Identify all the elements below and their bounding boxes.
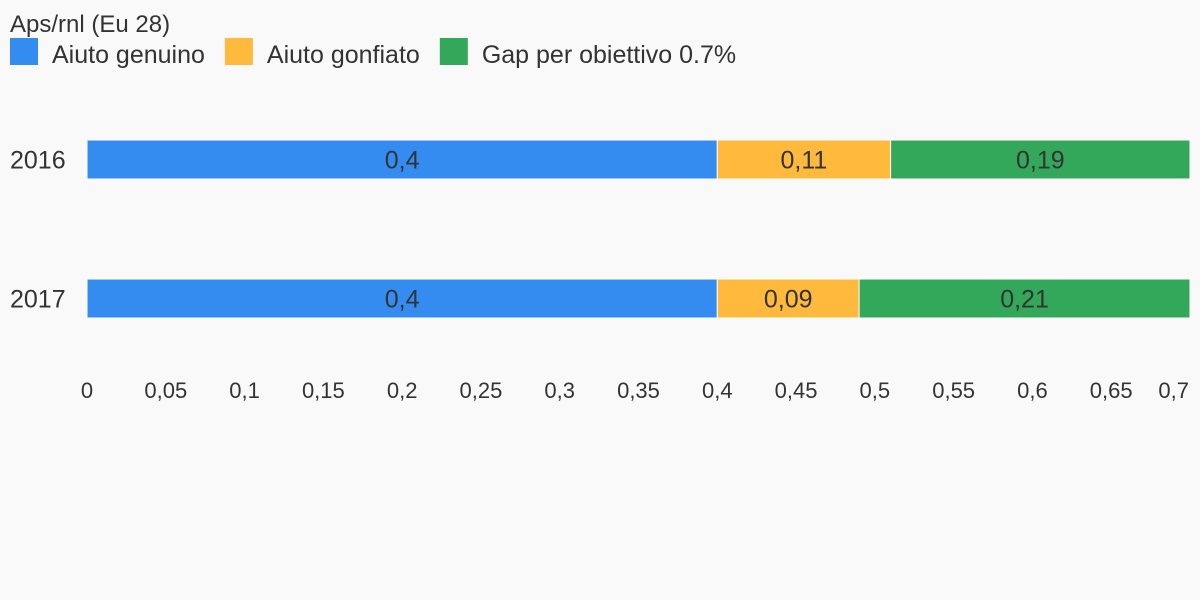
- category-axis: 2016 2017: [10, 147, 66, 314]
- legend-swatch-1: [10, 38, 38, 65]
- bar-2017-series-3: [858, 278, 1191, 319]
- legend-label-2: Aiuto gonfiato: [267, 41, 420, 69]
- x-tick-label: 0,15: [302, 378, 345, 403]
- category-label-2016: 2016: [10, 147, 66, 175]
- x-tick-label: 0,05: [144, 378, 187, 403]
- data-label-2016-series-2: 0,11: [781, 147, 828, 175]
- bar-2016-series-3: [890, 139, 1191, 180]
- data-label-2016-series-3: 0,19: [1016, 147, 1065, 175]
- x-tick-label: 0,65: [1090, 378, 1133, 403]
- x-tick-label: 0,3: [544, 378, 575, 403]
- x-tick-label: 0,7: [1158, 378, 1189, 403]
- x-tick-label: 0,4: [702, 378, 733, 403]
- value-axis: 0 0,05 0,1 0,15 0,2 0,25 0,3 0,35 0,4 0,45 0,5 0,55…: [81, 378, 1189, 403]
- chart-title: Aps/rnl (Eu 28): [10, 11, 170, 38]
- x-tick-label: 0,6: [1017, 378, 1048, 403]
- x-tick-label: 0,55: [932, 378, 975, 403]
- bar-2016-series-1: [86, 139, 718, 180]
- data-label-2017-series-3: 0,21: [1000, 286, 1049, 314]
- bar-2017-series-2: [716, 278, 860, 319]
- data-label-2017-series-2: 0,09: [764, 286, 813, 314]
- data-label-2017-series-1: 0,4: [385, 286, 420, 314]
- x-tick-label: 0,35: [617, 378, 660, 403]
- data-label-2016-series-1: 0,4: [385, 147, 420, 175]
- category-label-2017: 2017: [10, 286, 66, 314]
- legend-swatch-3: [439, 38, 468, 65]
- legend-label-1: Aiuto genuino: [52, 41, 205, 69]
- legend: Aiuto genuino Aiuto gonfiato Gap per obiet…: [10, 38, 736, 69]
- x-tick-label: 0,45: [775, 378, 818, 403]
- x-tick-label: 0,25: [460, 378, 503, 403]
- legend-swatch-2: [224, 38, 253, 65]
- x-tick-label: 0,5: [860, 378, 891, 403]
- bars-group: 0,4 0,11 0,19 0,4 0,09 0,21: [86, 139, 1191, 319]
- bar-2016-series-2: [716, 139, 892, 180]
- legend-label-3: Gap per obiettivo 0.7%: [482, 41, 736, 69]
- x-tick-label: 0: [81, 378, 93, 403]
- x-tick-label: 0,2: [387, 378, 418, 403]
- bar-2017-series-1: [86, 278, 718, 319]
- x-tick-label: 0,1: [229, 378, 260, 403]
